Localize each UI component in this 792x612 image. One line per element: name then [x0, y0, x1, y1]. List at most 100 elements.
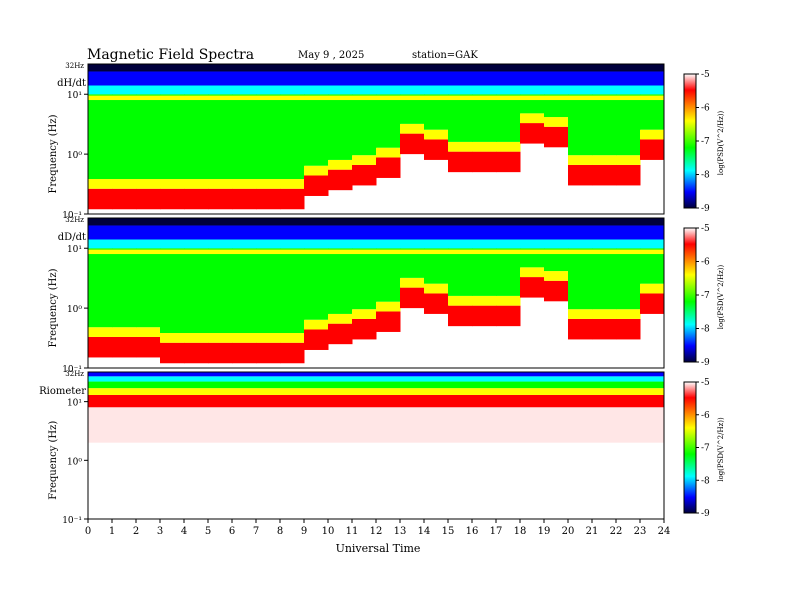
band-red-hour-11 — [352, 164, 377, 186]
top-frequency-label: 32Hz — [65, 370, 84, 378]
colorbar-tick-label: -8 — [701, 476, 710, 486]
band-green-hour-15 — [448, 94, 473, 142]
band-green-hour-6 — [232, 248, 257, 334]
band-yellow-hour-4 — [184, 179, 209, 189]
band-red-hour-17 — [496, 151, 521, 173]
band-green-hour-11 — [352, 248, 377, 310]
band-yellow-hour-5 — [208, 179, 233, 189]
band-green-hour-8 — [280, 94, 305, 180]
colorbar: -5 -6 -7 -8 -9 log(PSD(V^2/Hz)) — [683, 70, 725, 214]
top-frequency-label: 32Hz — [65, 62, 84, 70]
band-red-hour-5 — [208, 342, 233, 364]
panel-label: dD/dt — [58, 232, 86, 243]
band-green-hour-7 — [256, 94, 281, 180]
y-tick-label: 10⁰ — [67, 305, 82, 315]
band-yellow-hour-19 — [544, 117, 569, 127]
panel-label: Riometer — [39, 386, 86, 397]
spectral-line-8hz — [88, 249, 664, 255]
y-axis-label: Frequency (Hz) — [48, 421, 59, 500]
y-axis-label: Frequency (Hz) — [48, 268, 59, 347]
spectral-band-3 — [88, 381, 664, 389]
band-yellow-hour-3 — [160, 179, 185, 189]
band-red-hour-15 — [448, 305, 473, 327]
band-yellow-hour-12 — [376, 301, 401, 312]
band-red-hour-13 — [400, 133, 425, 155]
plot-frame — [87, 217, 665, 369]
band-green-hour-0 — [88, 94, 113, 180]
band-red-hour-7 — [256, 342, 281, 364]
panel-label: dH/dt — [57, 78, 86, 89]
band-red-hour-16 — [472, 151, 497, 173]
band-green-hour-20 — [568, 248, 593, 310]
band-red-hour-14 — [424, 293, 449, 314]
colorbar-tick-label: -6 — [701, 104, 710, 114]
band-yellow-hour-23 — [640, 129, 665, 140]
band-green-hour-5 — [208, 248, 233, 334]
x-tick-label: 10 — [322, 526, 335, 537]
band-red-hour-20 — [568, 164, 593, 186]
x-tick-label: 9 — [301, 526, 307, 537]
x-tick-label: 0 — [85, 526, 91, 537]
band-green-hour-21 — [592, 94, 617, 156]
colorbar-tick-label: -5 — [701, 70, 710, 80]
band-yellow-hour-16 — [472, 141, 497, 152]
band-green-hour-9 — [304, 94, 329, 166]
x-tick-label: 13 — [394, 526, 407, 537]
band-green-hour-3 — [160, 94, 185, 180]
band-red-hour-16 — [472, 305, 497, 327]
band-yellow-hour-14 — [424, 129, 449, 140]
x-tick-label: 2 — [133, 526, 139, 537]
band-red-hour-11 — [352, 318, 377, 340]
band-yellow-hour-15 — [448, 295, 473, 306]
x-tick-label: 15 — [442, 526, 455, 537]
band-yellow-hour-0 — [88, 327, 113, 337]
band-yellow-hour-2 — [136, 327, 161, 337]
band-red-hour-21 — [592, 318, 617, 340]
y-tick-label: 10⁰ — [67, 457, 82, 467]
band-green-hour-9 — [304, 248, 329, 320]
band-green-hour-6 — [232, 94, 257, 180]
top-frequency-label: 32Hz — [65, 216, 84, 224]
band-red-hour-4 — [184, 342, 209, 364]
band-green-hour-14 — [424, 94, 449, 130]
band-yellow-hour-13 — [400, 123, 425, 134]
y-tick-label: 10¹ — [67, 91, 82, 101]
band-green-hour-16 — [472, 94, 497, 142]
band-red-hour-4 — [184, 188, 209, 210]
band-red-hour-8 — [280, 342, 305, 364]
band-green-hour-17 — [496, 248, 521, 296]
band-yellow-hour-14 — [424, 283, 449, 294]
band-yellow-hour-9 — [304, 319, 329, 330]
colorbar-tick-label: -6 — [701, 258, 710, 268]
x-tick-label: 14 — [418, 526, 431, 537]
band-red-hour-2 — [136, 188, 161, 210]
band-green-hour-12 — [376, 94, 401, 148]
colorbar-tick-label: -7 — [701, 137, 710, 147]
band-red-hour-20 — [568, 318, 593, 340]
band-red-hour-9 — [304, 329, 329, 350]
band-yellow-hour-0 — [88, 179, 113, 189]
band-yellow-hour-1 — [112, 179, 137, 189]
band-green-hour-11 — [352, 94, 377, 156]
band-green-hour-10 — [328, 248, 353, 314]
x-tick-label: 3 — [157, 526, 163, 537]
spectral-band-4 — [88, 376, 664, 382]
colorbar-tick-label: -5 — [701, 224, 710, 234]
band-yellow-hour-17 — [496, 295, 521, 306]
band-red-hour-21 — [592, 164, 617, 186]
x-tick-label: 1 — [109, 526, 115, 537]
x-tick-label: 23 — [634, 526, 647, 537]
spectral-band-top-1 — [88, 239, 664, 249]
band-red-hour-8 — [280, 188, 305, 210]
band-yellow-hour-4 — [184, 333, 209, 343]
colorbar-tick-label: -8 — [701, 171, 710, 181]
spectral-band-top-1 — [88, 85, 664, 95]
band-red-hour-1 — [112, 188, 137, 210]
x-tick-label: 20 — [562, 526, 575, 537]
y-axis-label: Frequency (Hz) — [48, 114, 59, 193]
colorbar: -5 -6 -7 -8 -9 log(PSD(V^2/Hz)) — [683, 224, 725, 368]
